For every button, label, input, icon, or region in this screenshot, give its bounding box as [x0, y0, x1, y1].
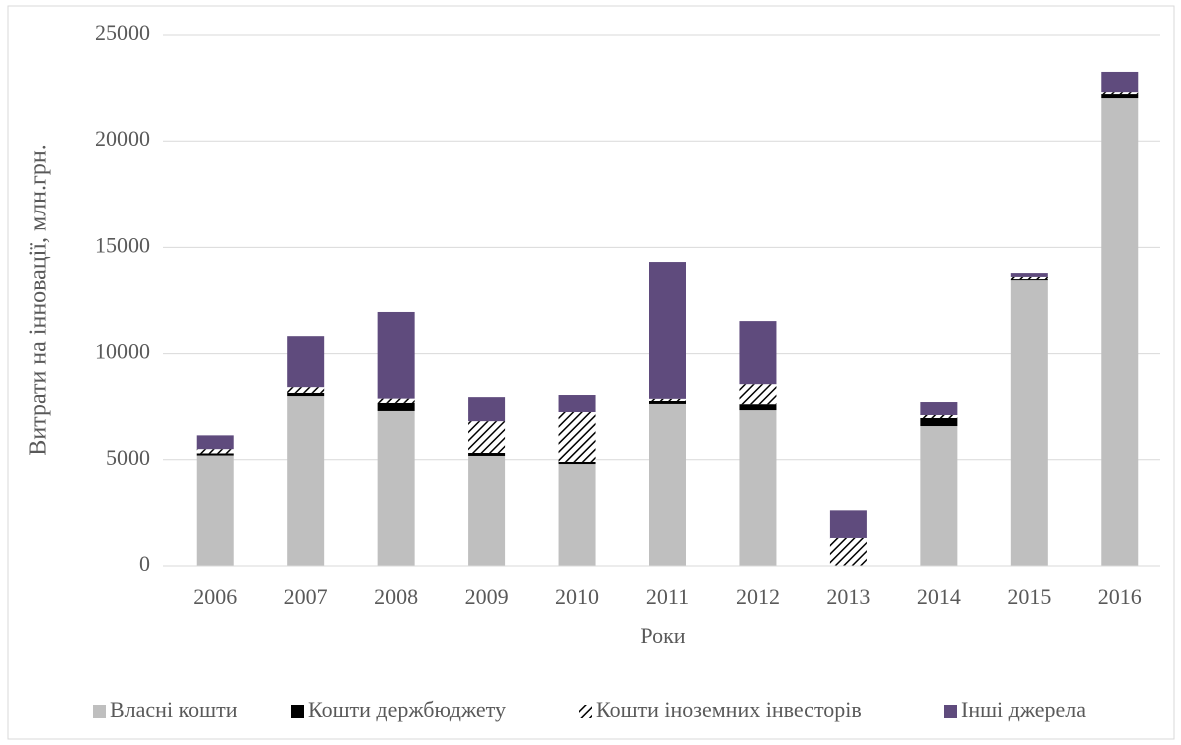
- y-axis-title: Витрати на інновації, млн.грн.: [26, 144, 52, 455]
- bar-segment: [829, 537, 867, 566]
- bar-segment: [920, 426, 958, 566]
- bar-segment: [377, 402, 415, 411]
- bar-segment: [649, 403, 686, 566]
- legend-marker: [944, 705, 957, 718]
- bar-segment: [377, 311, 415, 399]
- x-tick-label: 2014: [917, 584, 961, 609]
- bar-segment: [196, 449, 234, 454]
- legend-marker: [93, 705, 106, 718]
- bar-segment: [468, 397, 506, 422]
- bar-segment: [1101, 94, 1139, 99]
- x-axis-title: Роки: [640, 623, 685, 648]
- bar-segment: [920, 414, 958, 418]
- legend-marker: [291, 705, 304, 718]
- bar-segment: [558, 412, 596, 462]
- bar-segment: [468, 421, 506, 454]
- bar-segment: [1101, 92, 1139, 95]
- bar-segment: [468, 455, 506, 566]
- bar-segment: [739, 384, 777, 405]
- x-tick-label: 2009: [465, 584, 509, 609]
- bar-segment: [377, 398, 415, 403]
- bar-segment: [558, 395, 596, 413]
- bar-segment: [920, 402, 958, 415]
- bar-segment: [1010, 280, 1048, 566]
- legend-label: Кошти іноземних інвесторів: [596, 697, 862, 722]
- y-tick-label: 20000: [95, 126, 150, 151]
- bar-segment: [377, 410, 415, 566]
- bar-segment: [287, 336, 325, 388]
- x-tick-label: 2016: [1098, 584, 1142, 609]
- bar-segment: [287, 387, 325, 393]
- legend-label: Кошти держбюджету: [308, 697, 506, 722]
- x-tick-label: 2015: [1007, 584, 1051, 609]
- legend-label: Інші джерела: [961, 697, 1086, 722]
- bar-segment: [196, 453, 234, 456]
- bar-segment: [1101, 71, 1139, 93]
- bar-segment: [1010, 276, 1048, 280]
- bar-segment: [1010, 279, 1048, 281]
- x-tick-label: 2006: [193, 584, 237, 609]
- y-tick-label: 10000: [95, 339, 150, 364]
- x-tick-label: 2008: [374, 584, 418, 609]
- bar-segment: [468, 453, 506, 456]
- bar-segment: [287, 392, 325, 397]
- bar-segment: [920, 417, 958, 427]
- y-tick-label: 15000: [95, 232, 150, 257]
- x-tick-label: 2012: [736, 584, 780, 609]
- legend-label: Власні кошти: [110, 697, 238, 722]
- legend-marker: [579, 705, 592, 718]
- bar-segment: [739, 404, 777, 411]
- x-tick-label: 2007: [284, 584, 328, 609]
- bar-segment: [1010, 273, 1048, 277]
- bar-segment: [287, 396, 325, 566]
- bar-segment: [196, 435, 234, 450]
- bar-segment: [196, 455, 234, 566]
- bar-segment: [649, 398, 686, 401]
- chart-border: [7, 5, 1175, 740]
- y-tick-label: 0: [139, 551, 150, 576]
- bar-segment: [739, 410, 777, 566]
- x-tick-label: 2013: [826, 584, 870, 609]
- y-tick-label: 25000: [95, 20, 150, 45]
- bar-segment: [649, 400, 686, 404]
- bar-segment: [829, 510, 867, 538]
- bar-segment: [739, 321, 777, 385]
- bar-segment: [558, 461, 596, 465]
- bar-segment: [649, 262, 686, 399]
- x-tick-label: 2010: [555, 584, 599, 609]
- bar-segment: [558, 464, 596, 566]
- bar-segment: [1101, 98, 1139, 567]
- x-tick-label: 2011: [646, 584, 689, 609]
- y-tick-label: 5000: [106, 445, 150, 470]
